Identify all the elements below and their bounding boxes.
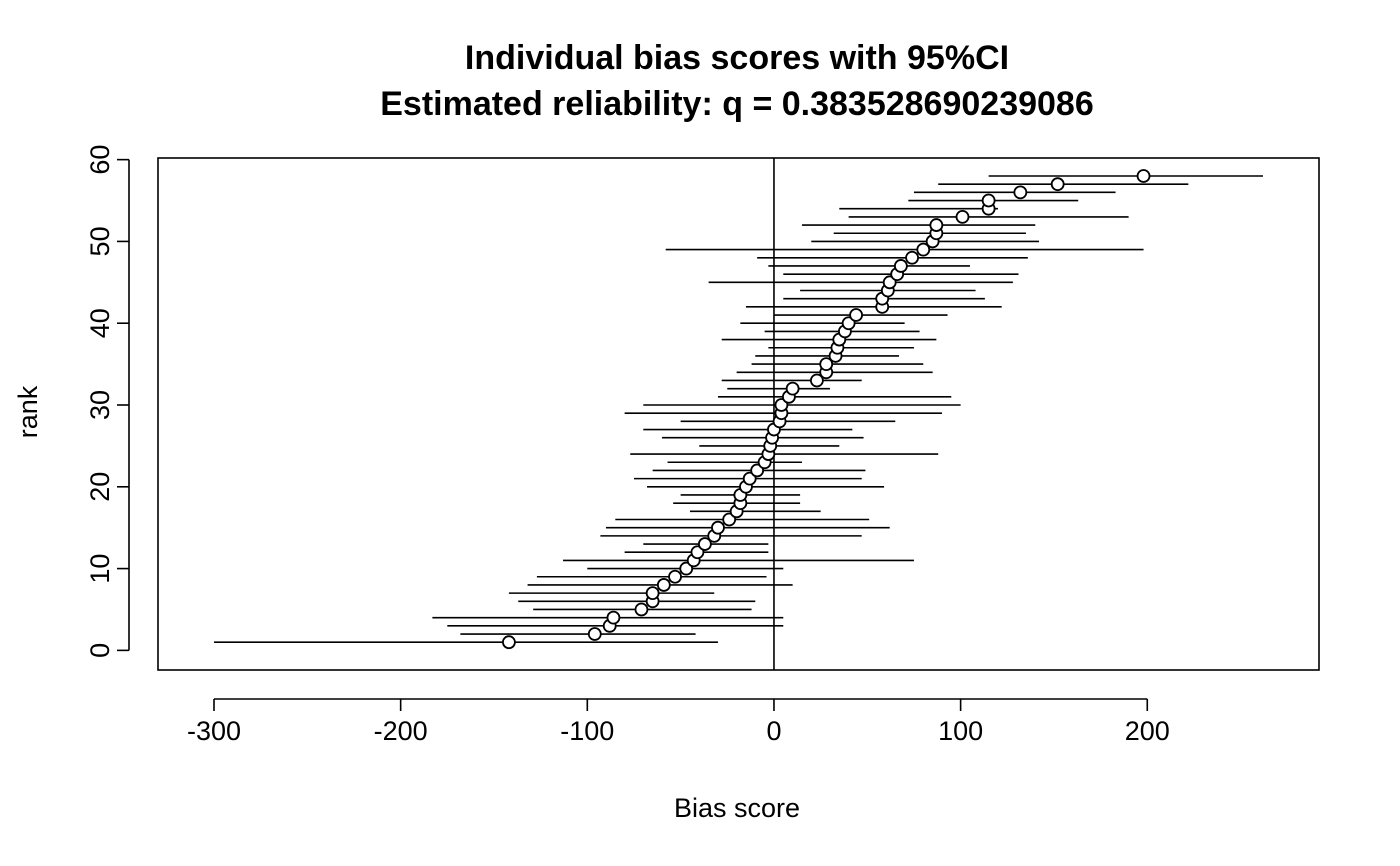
data-point: [645, 586, 660, 601]
x-tick-label: -100: [560, 716, 614, 746]
data-point: [905, 250, 919, 265]
data-point: [929, 218, 944, 232]
data-point: [587, 627, 602, 641]
data-point: [809, 373, 824, 388]
data-point: [981, 193, 996, 208]
y-tick-label: 40: [85, 308, 115, 338]
data-point: [893, 259, 908, 273]
x-axis-label: Bias score: [674, 793, 800, 823]
data-point: [849, 308, 863, 322]
x-tick-label: -300: [187, 716, 241, 746]
data-point: [785, 381, 800, 396]
chart-title: Individual bias scores with 95%CI: [465, 39, 1009, 77]
data-point: [955, 209, 970, 224]
x-tick-label: 100: [938, 716, 983, 746]
x-tick-label: 200: [1125, 716, 1170, 746]
data-point: [1050, 177, 1065, 192]
data-point: [698, 537, 712, 551]
plot-layer: -300 -200 -100 0 100 200 0 10 20 30 40 50 60: [85, 145, 1264, 746]
data-point: [916, 242, 931, 257]
data-point: [502, 635, 516, 650]
data-point: [1013, 185, 1028, 200]
y-tick-label: 50: [85, 226, 115, 256]
data-point: [634, 602, 649, 617]
data-point: [606, 610, 621, 625]
y-axis-label: rank: [13, 385, 43, 438]
data-point: [711, 520, 725, 535]
x-tick-label: -200: [374, 716, 428, 746]
data-point: [668, 569, 682, 584]
plot-frame: [157, 157, 1320, 671]
y-tick-label: 30: [85, 390, 115, 420]
data-point: [656, 578, 671, 592]
data-point: [819, 357, 834, 372]
data-point: [1136, 169, 1151, 183]
y-tick-label: 10: [85, 554, 115, 584]
y-tick-label: 20: [85, 472, 115, 502]
chart-subtitle: Estimated reliability: q = 0.38352869023…: [380, 85, 1094, 123]
y-tick-label: 60: [85, 145, 115, 175]
y-tick-label: 0: [85, 643, 115, 658]
x-tick-label: 0: [766, 716, 781, 746]
